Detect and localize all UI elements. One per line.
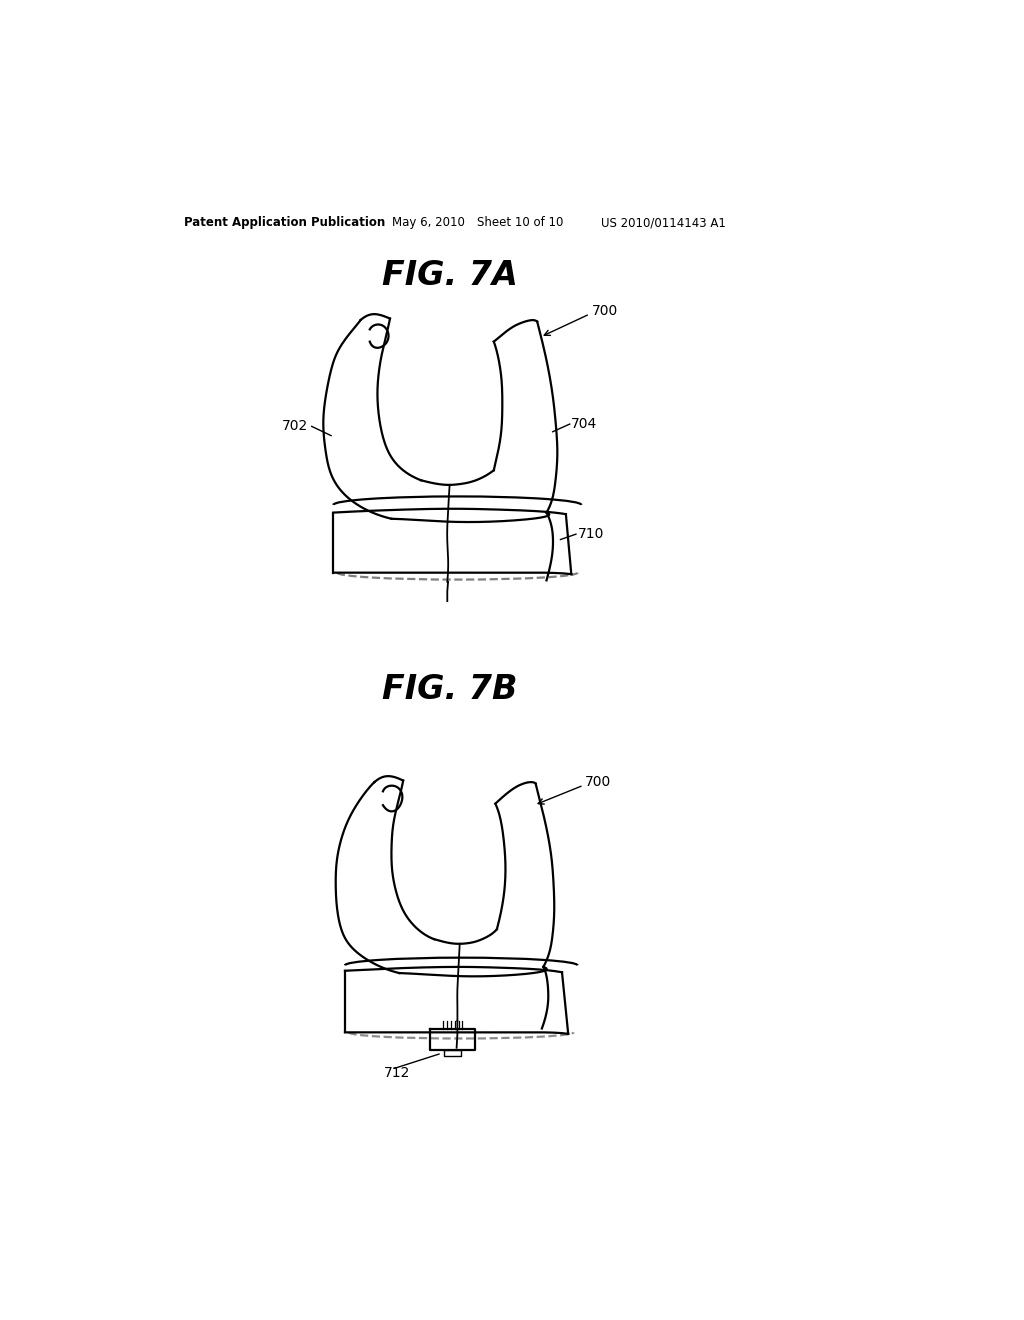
Text: 700: 700	[586, 775, 611, 789]
Text: May 6, 2010: May 6, 2010	[391, 216, 464, 230]
Text: FIG. 7B: FIG. 7B	[382, 673, 517, 706]
Text: 702: 702	[282, 420, 308, 433]
Text: 712: 712	[384, 1067, 411, 1080]
Text: FIG. 7A: FIG. 7A	[382, 259, 517, 292]
Text: 710: 710	[578, 527, 604, 541]
Text: Patent Application Publication: Patent Application Publication	[183, 216, 385, 230]
Text: 700: 700	[592, 304, 617, 318]
Text: 704: 704	[571, 417, 598, 432]
Text: Sheet 10 of 10: Sheet 10 of 10	[477, 216, 563, 230]
Text: US 2010/0114143 A1: US 2010/0114143 A1	[601, 216, 726, 230]
